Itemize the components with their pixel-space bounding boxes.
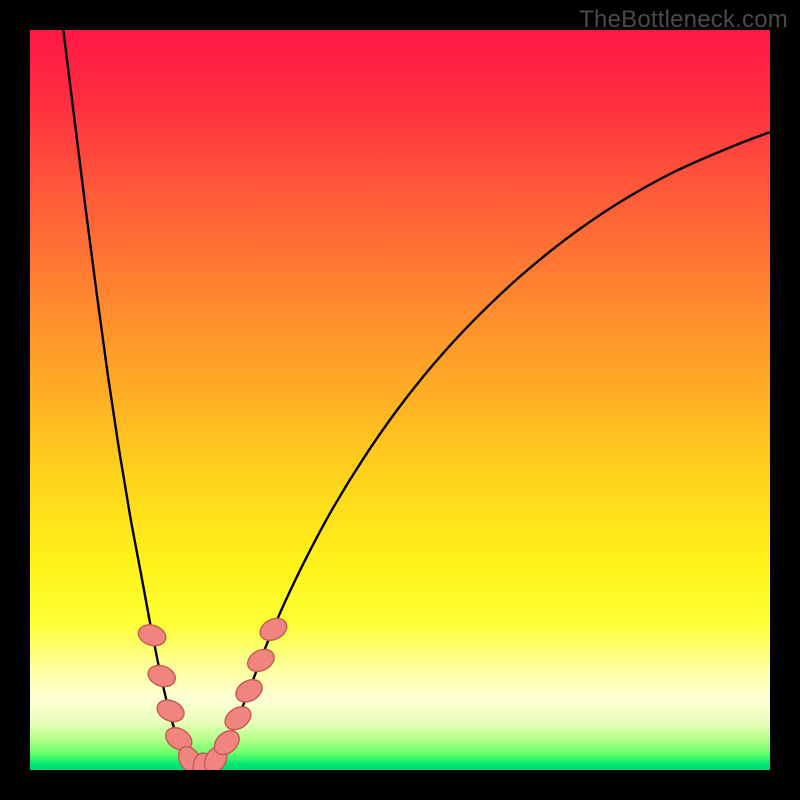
bead-marker (256, 614, 290, 645)
plot-area (30, 30, 770, 770)
bead-marker (136, 621, 169, 649)
watermark-text: TheBottleneck.com (579, 6, 788, 34)
chart-frame: TheBottleneck.com (0, 0, 800, 800)
bottleneck-curve (63, 30, 770, 768)
bead-marker (244, 645, 278, 676)
bead-marker (154, 696, 188, 726)
bead-marker (221, 702, 255, 734)
bead-marker (232, 675, 266, 706)
bead-cluster (136, 614, 291, 770)
curve-layer (30, 30, 770, 770)
bead-marker (145, 662, 178, 690)
